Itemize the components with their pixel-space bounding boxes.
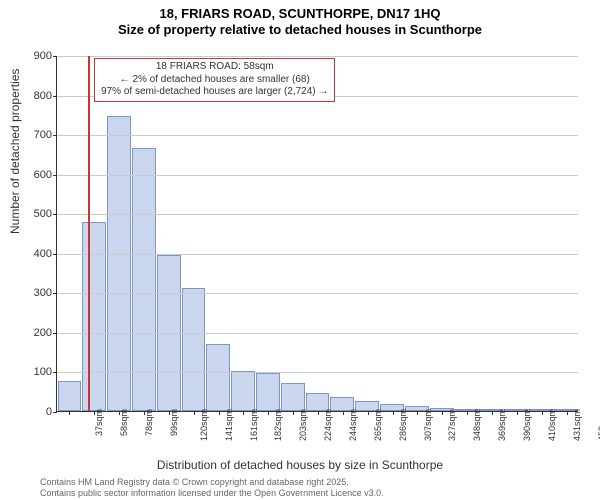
footer-attribution: Contains HM Land Registry data © Crown c… (40, 477, 384, 498)
histogram-bar (82, 222, 106, 411)
x-tick-mark (268, 411, 269, 415)
x-tick-mark (542, 411, 543, 415)
x-tick-label: 265sqm (373, 409, 383, 441)
y-tick-label: 400 (22, 248, 52, 260)
x-tick-mark (467, 411, 468, 415)
x-tick-label: 58sqm (119, 409, 129, 436)
gridline (57, 254, 578, 255)
y-tick-label: 300 (22, 287, 52, 299)
x-tick-label: 37sqm (94, 409, 104, 436)
y-tick-mark (53, 96, 57, 97)
y-tick-mark (53, 56, 57, 57)
x-tick-mark (219, 411, 220, 415)
x-tick-mark (243, 411, 244, 415)
gridline (57, 214, 578, 215)
annotation-box: 18 FRIARS ROAD: 58sqm ← 2% of detached h… (94, 58, 335, 102)
gridline (57, 333, 578, 334)
x-tick-label: 286sqm (398, 409, 408, 441)
y-tick-label: 600 (22, 169, 52, 181)
footer-line1: Contains HM Land Registry data © Crown c… (40, 477, 384, 487)
x-tick-mark (194, 411, 195, 415)
y-tick-mark (53, 333, 57, 334)
gridline (57, 293, 578, 294)
x-tick-label: 99sqm (169, 409, 179, 436)
x-tick-label: 161sqm (249, 409, 259, 441)
y-tick-label: 800 (22, 90, 52, 102)
x-tick-mark (94, 411, 95, 415)
x-tick-mark (417, 411, 418, 415)
x-tick-mark (318, 411, 319, 415)
y-tick-mark (53, 254, 57, 255)
x-tick-mark (492, 411, 493, 415)
y-tick-mark (53, 293, 57, 294)
x-axis-label: Distribution of detached houses by size … (0, 458, 600, 472)
gridline (57, 56, 578, 57)
title-line1: 18, FRIARS ROAD, SCUNTHORPE, DN17 1HQ (0, 6, 600, 21)
x-tick-mark (517, 411, 518, 415)
y-tick-mark (53, 214, 57, 215)
x-tick-mark (119, 411, 120, 415)
x-tick-label: 348sqm (472, 409, 482, 441)
x-tick-label: 431sqm (572, 409, 582, 441)
x-tick-mark (69, 411, 70, 415)
histogram-bar (58, 381, 82, 411)
x-tick-label: 141sqm (224, 409, 234, 441)
gridline (57, 135, 578, 136)
x-tick-label: 224sqm (323, 409, 333, 441)
histogram-bar (256, 373, 280, 411)
x-tick-label: 452sqm (597, 409, 600, 441)
x-tick-label: 120sqm (199, 409, 209, 441)
x-tick-mark (144, 411, 145, 415)
histogram-bar (182, 288, 206, 411)
x-tick-mark (567, 411, 568, 415)
x-tick-label: 307sqm (423, 409, 433, 441)
x-tick-label: 369sqm (497, 409, 507, 441)
x-tick-mark (393, 411, 394, 415)
x-tick-label: 390sqm (522, 409, 532, 441)
y-tick-mark (53, 175, 57, 176)
x-tick-mark (343, 411, 344, 415)
annotation-line3: 97% of semi-detached houses are larger (… (101, 86, 328, 99)
y-tick-mark (53, 412, 57, 413)
gridline (57, 175, 578, 176)
x-tick-label: 327sqm (447, 409, 457, 441)
x-tick-mark (442, 411, 443, 415)
gridline (57, 372, 578, 373)
y-axis-label: Number of detached properties (8, 69, 22, 234)
x-tick-label: 410sqm (547, 409, 557, 441)
histogram-bar (281, 383, 305, 411)
footer-line2: Contains public sector information licen… (40, 488, 384, 498)
y-tick-mark (53, 135, 57, 136)
x-tick-label: 244sqm (348, 409, 358, 441)
histogram-bar (231, 371, 255, 411)
y-tick-label: 100 (22, 366, 52, 378)
x-tick-mark (293, 411, 294, 415)
histogram-bars (57, 56, 578, 411)
x-tick-label: 182sqm (273, 409, 283, 441)
x-tick-mark (169, 411, 170, 415)
y-tick-label: 0 (22, 406, 52, 418)
histogram-bar (107, 116, 131, 411)
property-marker-line (88, 56, 90, 411)
histogram-bar (206, 344, 230, 411)
y-tick-label: 900 (22, 50, 52, 62)
chart-title-block: 18, FRIARS ROAD, SCUNTHORPE, DN17 1HQ Si… (0, 0, 600, 37)
x-tick-label: 203sqm (298, 409, 308, 441)
annotation-line2: ← 2% of detached houses are smaller (68) (101, 74, 328, 87)
x-tick-mark (368, 411, 369, 415)
title-line2: Size of property relative to detached ho… (0, 22, 600, 37)
y-tick-label: 500 (22, 208, 52, 220)
y-tick-mark (53, 372, 57, 373)
plot-area: 37sqm58sqm78sqm99sqm120sqm141sqm161sqm18… (56, 56, 578, 412)
x-tick-label: 78sqm (144, 409, 154, 436)
y-tick-label: 200 (22, 327, 52, 339)
y-tick-label: 700 (22, 129, 52, 141)
annotation-line1: 18 FRIARS ROAD: 58sqm (101, 61, 328, 74)
